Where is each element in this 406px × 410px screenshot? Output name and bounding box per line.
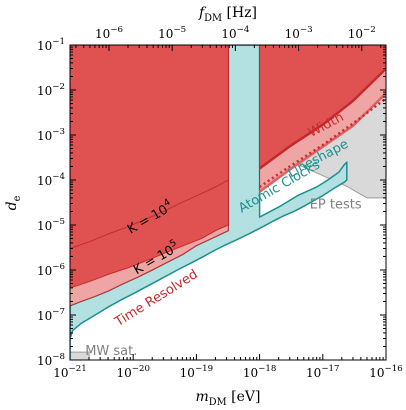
x-tick-label: 10−19 — [180, 364, 213, 380]
line-lineshape-edge — [258, 67, 386, 170]
top-tick-label: 10−6 — [95, 25, 123, 41]
region-k-1e4 — [70, 45, 229, 250]
annotation-mw-sat: MW sat. — [85, 344, 137, 359]
top-tick-label: 10−3 — [285, 25, 313, 41]
top-tick-label: 10−2 — [348, 25, 376, 41]
y-tick-label: 10−2 — [37, 82, 65, 98]
top-tick-label: 10−4 — [221, 25, 250, 41]
annotation-ep-tests: EP tests — [310, 198, 362, 213]
x-tick-label: 10−21 — [53, 364, 86, 380]
x-tick-label: 10−17 — [306, 364, 339, 380]
x-tick-label: 10−18 — [243, 364, 276, 380]
line-dotted-bound — [258, 97, 386, 189]
x-axis-title: mDM [eV] — [196, 389, 261, 408]
plot-frame — [69, 44, 387, 361]
y-tick-label: 10−7 — [37, 307, 65, 323]
y-tick-label: 10−4 — [37, 172, 66, 188]
y-tick-label: 10−5 — [37, 217, 65, 233]
top-axis-title: fDM [Hz] — [198, 5, 257, 24]
region-mw-sat — [70, 351, 90, 360]
x-tick-label: 10−20 — [116, 364, 149, 380]
y-tick-label: 10−6 — [37, 262, 65, 278]
y-axis-title: de — [4, 195, 23, 210]
x-tick-label: 10−16 — [369, 364, 402, 380]
top-tick-label: 10−5 — [158, 25, 186, 41]
y-tick-label: 10−3 — [37, 127, 65, 143]
y-tick-label: 10−1 — [37, 37, 65, 53]
